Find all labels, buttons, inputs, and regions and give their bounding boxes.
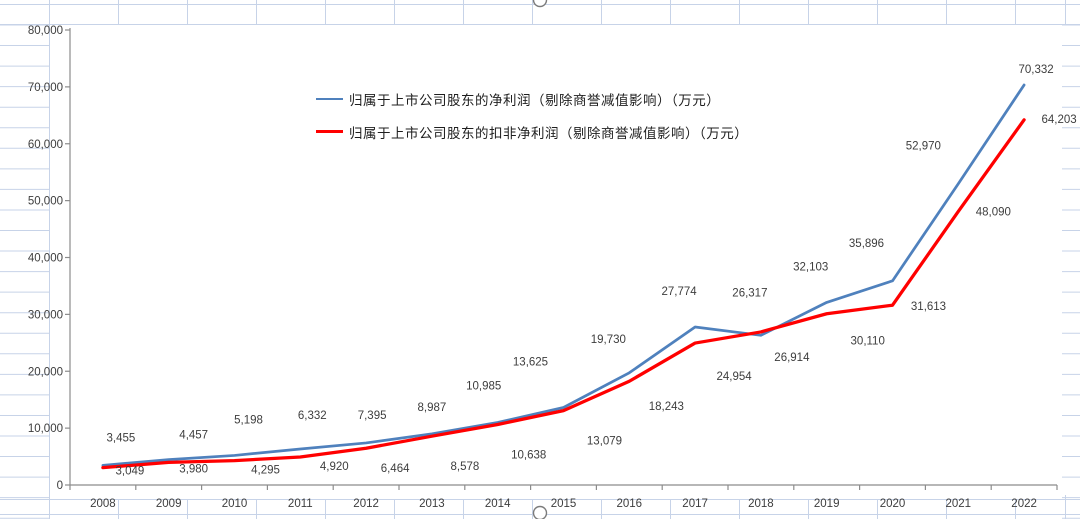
x-axis-year-label: 2019 <box>814 498 840 510</box>
data-label: 10,985 <box>466 381 501 393</box>
y-axis-tick-label: 30,000 <box>28 309 63 321</box>
data-label: 24,954 <box>717 371 753 383</box>
y-axis-tick-label: 50,000 <box>28 196 63 208</box>
data-label: 3,049 <box>116 466 145 478</box>
plot-area[interactable] <box>50 26 1062 498</box>
chart-legend: 归属于上市公司股东的净利润（剔除商誉减值影响）（万元） 归属于上市公司股东的扣非… <box>316 82 748 148</box>
data-label: 8,578 <box>451 461 480 473</box>
x-axis-year-label: 2020 <box>880 498 906 510</box>
data-label: 10,638 <box>511 449 546 461</box>
data-label: 7,395 <box>358 410 387 422</box>
legend-item-deducted-net-profit[interactable]: 归属于上市公司股东的扣非净利润（剔除商誉减值影响）（万元） <box>316 115 748 148</box>
deducted-net-profit-line-swatch <box>316 130 343 133</box>
data-label: 52,970 <box>906 141 941 153</box>
data-label: 6,464 <box>381 463 410 475</box>
chart-bottom-resize-handle[interactable] <box>532 505 548 519</box>
data-label: 26,914 <box>774 352 810 364</box>
data-label: 26,317 <box>732 287 767 299</box>
x-axis-year-label: 2009 <box>156 498 182 510</box>
legend-label-net-profit: 归属于上市公司股东的净利润（剔除商誉减值影响）（万元） <box>349 92 721 108</box>
x-axis-year-label: 2013 <box>419 498 445 510</box>
net-profit-line-swatch <box>316 97 343 100</box>
data-label: 4,295 <box>251 465 280 477</box>
data-label: 32,103 <box>793 261 828 273</box>
x-axis-year-label: 2022 <box>1011 498 1037 510</box>
net-profit-series-line[interactable] <box>101 83 1026 467</box>
data-label: 4,920 <box>320 461 349 473</box>
x-axis-year-label: 2012 <box>353 498 379 510</box>
data-label: 19,730 <box>591 334 626 346</box>
data-label: 3,455 <box>107 432 136 444</box>
y-axis-tick-label: 70,000 <box>28 82 63 94</box>
deducted-net-profit-series-line[interactable] <box>101 118 1026 470</box>
data-label: 30,110 <box>851 336 885 348</box>
y-axis-tick-label: 10,000 <box>28 423 63 435</box>
legend-item-net-profit[interactable]: 归属于上市公司股东的净利润（剔除商誉减值影响）（万元） <box>316 82 748 115</box>
y-axis-tick-label: 40,000 <box>28 253 63 265</box>
data-label: 18,243 <box>649 401 684 413</box>
x-axis-year-label: 2014 <box>485 498 511 510</box>
y-axis-tick-label: 80,000 <box>28 25 63 37</box>
data-label: 13,079 <box>587 436 622 448</box>
x-axis-year-label: 2010 <box>222 498 248 510</box>
data-label: 4,457 <box>179 430 208 442</box>
legend-label-deducted-net-profit: 归属于上市公司股东的扣非净利润（剔除商誉减值影响）（万元） <box>349 125 749 141</box>
data-label: 70,332 <box>1019 64 1054 76</box>
data-label: 6,332 <box>298 410 327 422</box>
data-label: 48,090 <box>976 206 1011 218</box>
data-label: 27,774 <box>662 286 698 298</box>
data-label: 64,203 <box>1042 114 1077 126</box>
y-axis-tick-label: 60,000 <box>28 139 63 151</box>
data-label: 31,613 <box>911 301 946 313</box>
x-axis-year-label: 2011 <box>288 498 313 510</box>
x-axis-year-label: 2018 <box>748 498 774 510</box>
x-axis-year-label: 2008 <box>90 498 116 510</box>
y-axis-tick-label: 20,000 <box>28 366 63 378</box>
x-axis-year-label: 2021 <box>946 498 972 510</box>
data-label: 5,198 <box>234 414 263 426</box>
data-label: 3,980 <box>179 463 208 475</box>
x-axis-year-label: 2015 <box>551 498 577 510</box>
chart-top-resize-handle[interactable] <box>532 0 548 8</box>
x-axis-year-label: 2016 <box>617 498 643 510</box>
y-axis-tick-label: 0 <box>57 480 63 492</box>
data-label: 35,896 <box>849 238 884 250</box>
data-label: 13,625 <box>513 357 548 369</box>
data-label: 8,987 <box>418 402 447 414</box>
x-axis-year-label: 2017 <box>682 498 708 510</box>
